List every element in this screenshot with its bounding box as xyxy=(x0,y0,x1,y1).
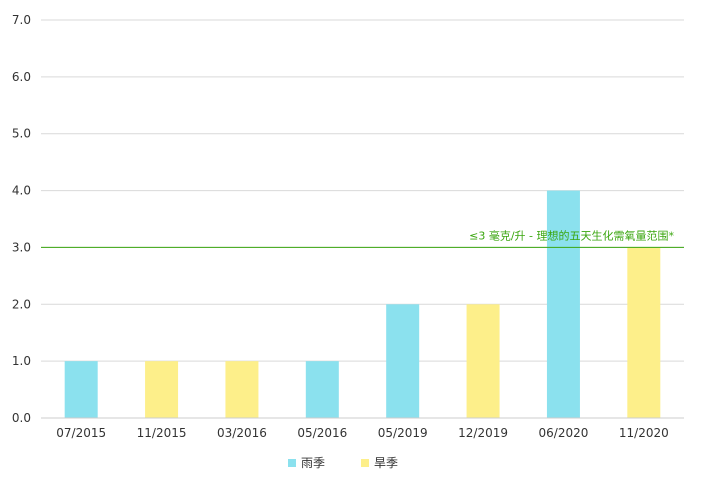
bar-03-2016[interactable] xyxy=(225,361,259,418)
legend-item-rainy[interactable]: 雨季 xyxy=(288,456,325,470)
x-tick-label: 11/2015 xyxy=(137,426,187,440)
x-tick-label: 03/2016 xyxy=(217,426,267,440)
bar-05-2019[interactable] xyxy=(386,304,420,418)
bar-06-2020[interactable] xyxy=(546,190,580,418)
y-tick-label: 0.0 xyxy=(12,411,31,425)
x-tick-label: 12/2019 xyxy=(458,426,508,440)
reference-line: ≤3 毫克/升 - 理想的五天生化需氧量范围* xyxy=(41,228,684,248)
reference-line-label: ≤3 毫克/升 - 理想的五天生化需氧量范围* xyxy=(469,228,674,242)
legend[interactable]: 雨季 旱季 xyxy=(288,456,398,470)
bars xyxy=(64,190,661,418)
bar-07-2015[interactable] xyxy=(64,361,98,418)
x-tick-label: 11/2020 xyxy=(619,426,669,440)
bar-11-2015[interactable] xyxy=(145,361,179,418)
x-tick-label: 07/2015 xyxy=(56,426,106,440)
y-tick-label: 6.0 xyxy=(12,70,31,84)
y-tick-label: 4.0 xyxy=(12,184,31,198)
legend-item-dry[interactable]: 旱季 xyxy=(361,456,398,470)
x-tick-label: 05/2016 xyxy=(297,426,347,440)
x-tick-label: 06/2020 xyxy=(539,426,589,440)
bar-12-2019[interactable] xyxy=(466,304,500,418)
x-tick-label: 05/2019 xyxy=(378,426,428,440)
y-tick-label: 7.0 xyxy=(12,13,31,27)
legend-swatch-dry xyxy=(361,459,369,467)
bar-11-2020[interactable] xyxy=(627,247,661,418)
y-tick-label: 5.0 xyxy=(12,127,31,141)
y-axis-ticks: 0.0 1.0 2.0 3.0 4.0 5.0 6.0 7.0 xyxy=(12,13,31,425)
y-tick-label: 1.0 xyxy=(12,354,31,368)
x-axis-ticks: 07/2015 11/2015 03/2016 05/2016 05/2019 12/20… xyxy=(56,426,668,440)
gridlines xyxy=(41,19,684,362)
y-tick-label: 3.0 xyxy=(12,240,31,254)
legend-label-rainy: 雨季 xyxy=(301,456,325,470)
bar-05-2016[interactable] xyxy=(305,361,339,418)
legend-label-dry: 旱季 xyxy=(374,456,398,470)
legend-swatch-rainy xyxy=(288,459,296,467)
y-tick-label: 2.0 xyxy=(12,297,31,311)
